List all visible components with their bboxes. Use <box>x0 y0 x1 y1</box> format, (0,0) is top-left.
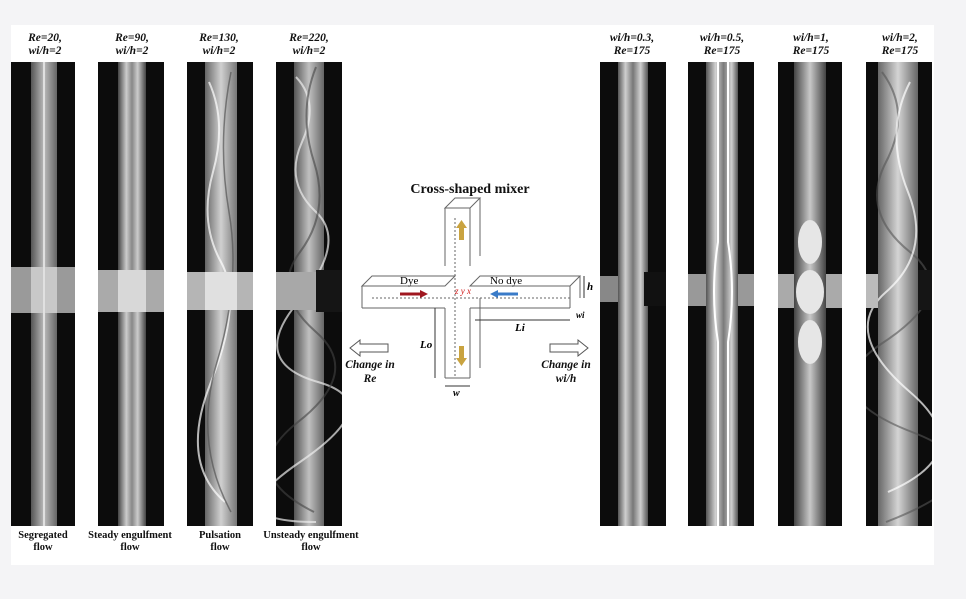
panel-title-wh03: wi/h=0.3, Re=175 <box>609 32 655 57</box>
mixer-title: Cross-shaped mixer <box>410 182 530 197</box>
panel-title-re130: Re=130, wi/h=2 <box>199 32 239 57</box>
label-wi: wi <box>576 310 585 320</box>
panel-title-re20: Re=20, wi/h=2 <box>28 32 62 57</box>
mixer-schematic: Dye No dye z y x h wi Li Lo w <box>360 197 593 398</box>
change-in-wh-label: Change in wi/h <box>541 359 591 385</box>
no-dye-label: No dye <box>490 275 522 287</box>
label-h: h <box>587 281 593 293</box>
arrow-left-icon <box>349 338 389 358</box>
flow-image-pulsation <box>187 62 253 526</box>
panel-title-wh05: wi/h=0.5, Re=175 <box>699 32 745 57</box>
axes-label: z y x <box>454 286 471 296</box>
panel-title-wh2: wi/h=2, Re=175 <box>881 32 919 57</box>
label-w: w <box>453 388 460 398</box>
panel-title-re220: Re=220, wi/h=2 <box>289 32 329 57</box>
label-lo: Lo <box>419 339 433 351</box>
flow-image-wh2 <box>866 62 932 526</box>
label-li: Li <box>514 322 526 334</box>
flow-image-wh03 <box>600 62 666 526</box>
change-in-re-label: Change in Re <box>345 359 395 385</box>
flow-image-steady-engulfment <box>98 62 164 526</box>
flow-image-wh1 <box>778 62 842 526</box>
flow-image-unsteady-engulfment <box>276 62 342 526</box>
dye-label: Dye <box>400 275 418 287</box>
label-unsteady-engulfment-flow: Unsteady engulfment flow <box>263 530 359 553</box>
label-pulsation-flow: Pulsation flow <box>198 530 241 553</box>
flow-image-segregated <box>11 62 75 526</box>
label-segregated-flow: Segregated flow <box>18 530 68 553</box>
panel-title-wh1: wi/h=1, Re=175 <box>792 32 830 57</box>
panel-title-re90: Re=90, wi/h=2 <box>115 32 149 57</box>
flow-image-wh05 <box>688 62 754 526</box>
label-steady-engulfment-flow: Steady engulfment flow <box>88 530 172 553</box>
arrow-right-icon <box>549 338 589 358</box>
